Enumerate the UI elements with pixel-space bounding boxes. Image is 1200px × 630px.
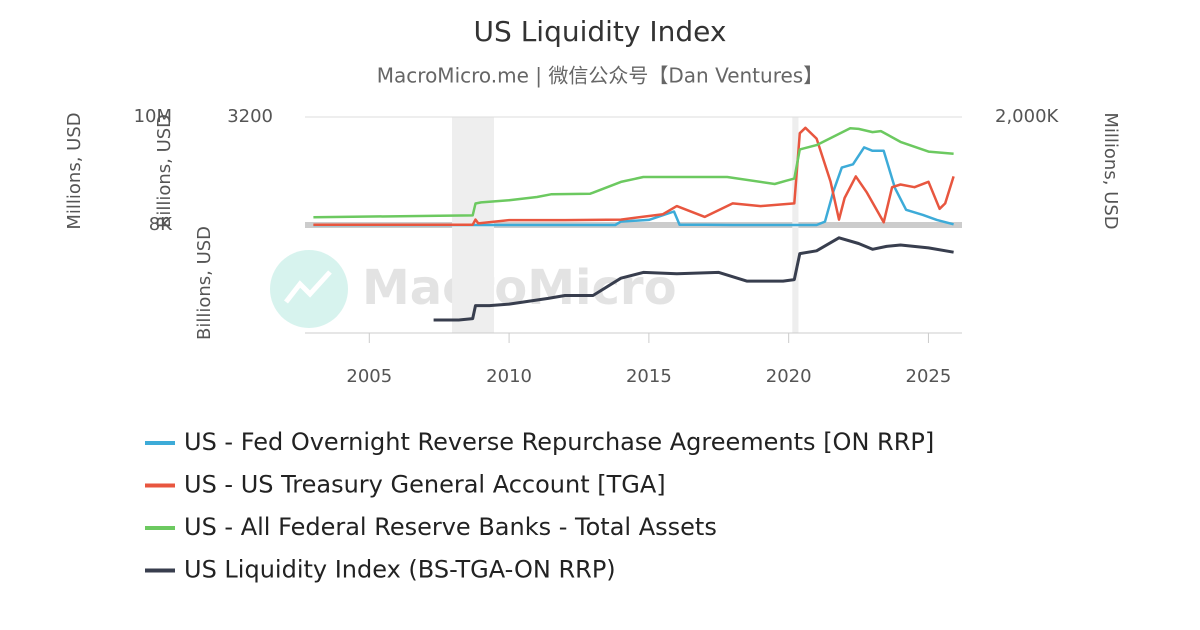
legend-label: US - US Treasury General Account [TGA] (184, 471, 666, 499)
series-line (313, 146, 954, 227)
panel-divider (305, 222, 962, 228)
chart-subtitle: MacroMicro.me | 微信公众号【Dan Ventures】 (377, 64, 823, 88)
legend-label: US - All Federal Reserve Banks - Total A… (184, 513, 717, 541)
y-axis-label: Millions, USD (64, 112, 85, 229)
x-tick-label: 2025 (906, 366, 952, 387)
y-axis-label: Billions, USD (194, 226, 215, 340)
x-tick-label: 2015 (626, 366, 672, 387)
legend-label: US - Fed Overnight Reverse Repurchase Ag… (184, 428, 934, 456)
watermark: MacroMicro (362, 260, 677, 316)
y-axis-label: Millions, USD (1100, 112, 1121, 229)
y-tick-label: 10M (134, 106, 172, 127)
y-axis-label: Billions, USD (154, 114, 175, 228)
series-line (433, 236, 954, 322)
y-tick-label: 8K (149, 214, 173, 235)
y-tick-label: 3200 (227, 106, 273, 127)
x-tick-label: 2005 (346, 366, 392, 387)
x-tick-label: 2010 (486, 366, 532, 387)
x-tick-label: 2020 (766, 366, 812, 387)
legend-label: US Liquidity Index (BS-TGA-ON RRP) (184, 556, 616, 584)
series-line (313, 127, 954, 219)
watermark-logo (270, 250, 348, 328)
chart-title: US Liquidity Index (474, 15, 727, 48)
y-tick-label: 2,000K (995, 106, 1060, 127)
series-line (313, 126, 955, 226)
